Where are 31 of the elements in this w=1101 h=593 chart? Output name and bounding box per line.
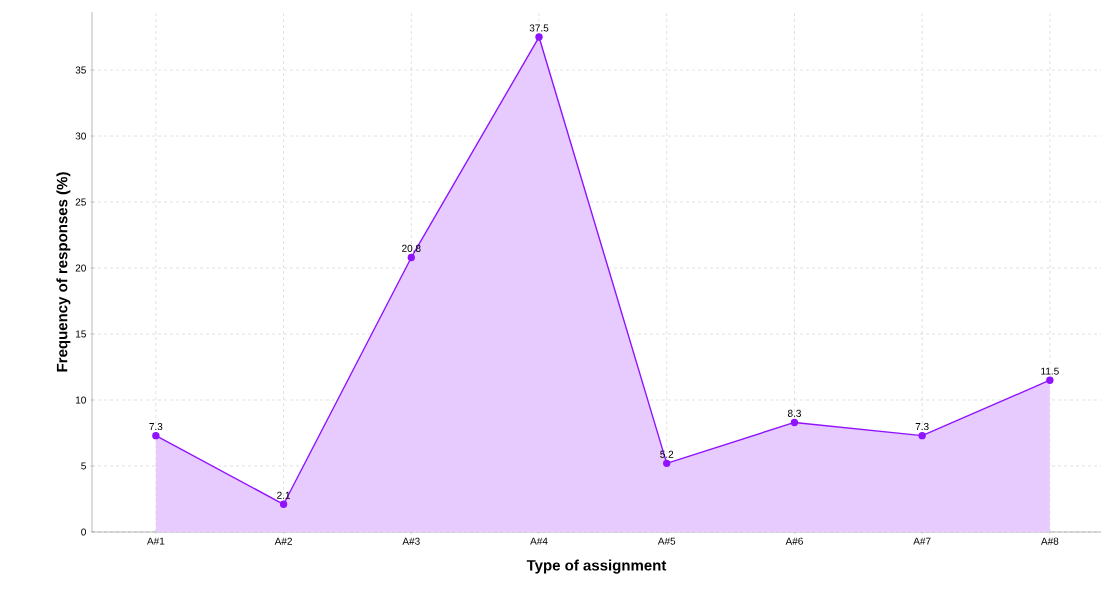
x-axis-title: Type of assignment bbox=[526, 559, 667, 574]
y-axis-title: Frequency of responses (%) bbox=[56, 172, 71, 372]
y-tick-label: 35 bbox=[75, 66, 86, 74]
y-tick-label: 0 bbox=[81, 528, 86, 536]
y-tick-label: 30 bbox=[75, 132, 86, 140]
x-tick-label: A#5 bbox=[657, 537, 676, 545]
x-tick-label: A#8 bbox=[1040, 537, 1059, 545]
point bbox=[1046, 376, 1054, 384]
x-tick-label: A#6 bbox=[785, 537, 803, 545]
point bbox=[279, 500, 288, 508]
point bbox=[663, 459, 671, 468]
x-tick-label: A#1 bbox=[146, 537, 165, 545]
point bbox=[407, 253, 415, 262]
point bbox=[152, 431, 160, 440]
x-tick-label: A#2 bbox=[274, 537, 292, 545]
data-label: 7.3 bbox=[149, 423, 163, 431]
y-tick-label: 10 bbox=[75, 396, 86, 404]
x-tick-label: A#4 bbox=[530, 537, 548, 545]
x-tick-label: A#3 bbox=[402, 537, 420, 545]
y-tick-label: 20 bbox=[75, 264, 86, 272]
data-label: 11.5 bbox=[1041, 367, 1059, 375]
x-tick-label: A#7 bbox=[913, 537, 931, 545]
point bbox=[918, 431, 926, 440]
point bbox=[790, 418, 799, 427]
point bbox=[535, 33, 543, 41]
data-label: 37.5 bbox=[529, 24, 549, 32]
y-tick-label: 5 bbox=[81, 462, 86, 470]
y-tick-label: 15 bbox=[75, 330, 86, 338]
data-label: 7.3 bbox=[915, 423, 929, 431]
y-tick-label: 25 bbox=[75, 198, 86, 206]
data-label: 8.3 bbox=[787, 409, 801, 417]
